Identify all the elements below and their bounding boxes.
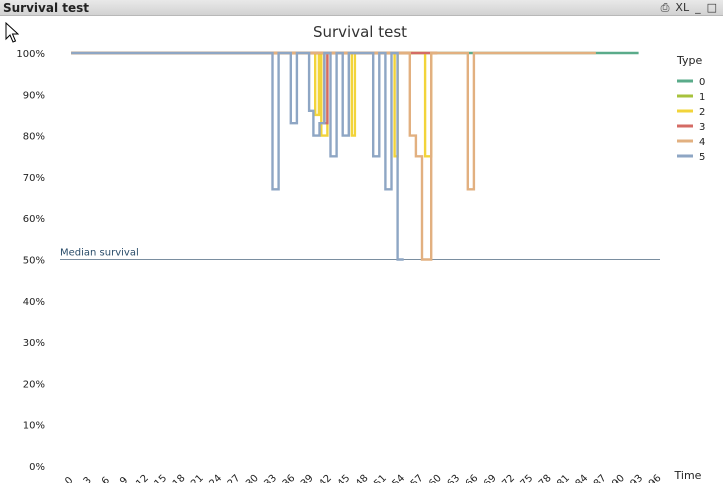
x-axis-label: Time xyxy=(674,469,702,482)
x-tick-label: 24 xyxy=(207,473,224,483)
minimize-button[interactable]: _ xyxy=(695,1,701,14)
chart-series xyxy=(71,51,639,261)
series-line-4 xyxy=(71,51,596,261)
x-tick-label: 90 xyxy=(610,473,627,483)
survival-chart: 0%10%20%30%40%50%60%70%80%90%100%0 3 6 9 12 1… xyxy=(16,23,705,483)
x-tick-label: 39 xyxy=(299,473,316,483)
x-tick-label: 48 xyxy=(354,473,371,483)
chart-title: Survival test xyxy=(313,23,407,41)
mouse-cursor-icon xyxy=(5,22,19,43)
x-tick-label: 93 xyxy=(628,473,645,483)
x-tick-label: 42 xyxy=(317,473,334,483)
y-tick-label: 100% xyxy=(16,49,45,60)
x-tick-label: 87 xyxy=(592,473,609,483)
median-survival-label: Median survival xyxy=(60,248,139,259)
x-tick-label: 51 xyxy=(372,473,389,483)
window-title: Survival test xyxy=(3,1,90,15)
x-tick-label: 54 xyxy=(391,473,408,483)
x-tick-label: 18 xyxy=(171,473,188,483)
x-tick-label: 57 xyxy=(409,473,426,483)
x-tick-label: 9 xyxy=(118,475,130,483)
x-tick-label: 15 xyxy=(153,473,170,483)
legend-label-2: 2 xyxy=(699,107,705,118)
maximize-button[interactable]: □ xyxy=(706,1,717,14)
x-tick-label: 6 xyxy=(100,475,112,483)
legend-label-3: 3 xyxy=(699,122,705,133)
x-tick-label: 72 xyxy=(500,473,517,483)
x-tick-label: 63 xyxy=(445,473,462,483)
chart-legend: Type 0 1 2 3 4 5 xyxy=(676,54,705,163)
window-controls: ⎙ XL _ □ xyxy=(661,0,717,16)
x-tick-label: 0 xyxy=(63,475,75,483)
x-tick-label: 21 xyxy=(189,473,206,483)
x-tick-label: 81 xyxy=(555,473,572,483)
x-tick-label: 69 xyxy=(482,473,499,483)
legend-label-0: 0 xyxy=(699,77,705,88)
y-tick-label: 90% xyxy=(23,90,45,101)
x-tick-label: 3 xyxy=(82,475,94,483)
series-line-3 xyxy=(71,51,438,125)
y-tick-label: 80% xyxy=(23,132,45,143)
x-tick-label: 45 xyxy=(336,473,353,483)
legend-title: Type xyxy=(676,54,702,67)
y-tick-label: 40% xyxy=(23,297,45,308)
x-tick-label: 75 xyxy=(519,473,536,483)
x-tick-label: 60 xyxy=(427,473,444,483)
legend-label-1: 1 xyxy=(699,92,705,103)
series-line-2 xyxy=(71,51,438,158)
y-tick-label: 70% xyxy=(23,173,45,184)
y-tick-label: 20% xyxy=(23,379,45,390)
x-tick-label: 33 xyxy=(262,473,279,483)
series-line-5 xyxy=(71,51,404,261)
x-tick-label: 78 xyxy=(537,473,554,483)
y-tick-label: 30% xyxy=(23,338,45,349)
y-tick-label: 50% xyxy=(23,256,45,267)
y-tick-label: 10% xyxy=(23,421,45,432)
x-tick-label: 36 xyxy=(281,473,298,483)
chart-axes: 0%10%20%30%40%50%60%70%80%90%100%0 3 6 9 12 1… xyxy=(16,49,701,483)
y-tick-label: 60% xyxy=(23,214,45,225)
xl-export-button[interactable]: XL xyxy=(675,1,690,14)
print-icon[interactable]: ⎙ xyxy=(660,1,670,14)
legend-label-5: 5 xyxy=(699,152,705,163)
y-tick-label: 0% xyxy=(29,462,45,473)
x-tick-label: 96 xyxy=(647,473,664,483)
x-tick-label: 12 xyxy=(134,473,151,483)
x-tick-label: 84 xyxy=(574,473,591,483)
window-titlebar: Survival test ⎙ XL _ □ xyxy=(0,0,723,16)
x-tick-label: 30 xyxy=(244,473,261,483)
x-tick-label: 27 xyxy=(226,473,243,483)
x-tick-label: 66 xyxy=(464,473,481,483)
legend-label-4: 4 xyxy=(699,137,705,148)
